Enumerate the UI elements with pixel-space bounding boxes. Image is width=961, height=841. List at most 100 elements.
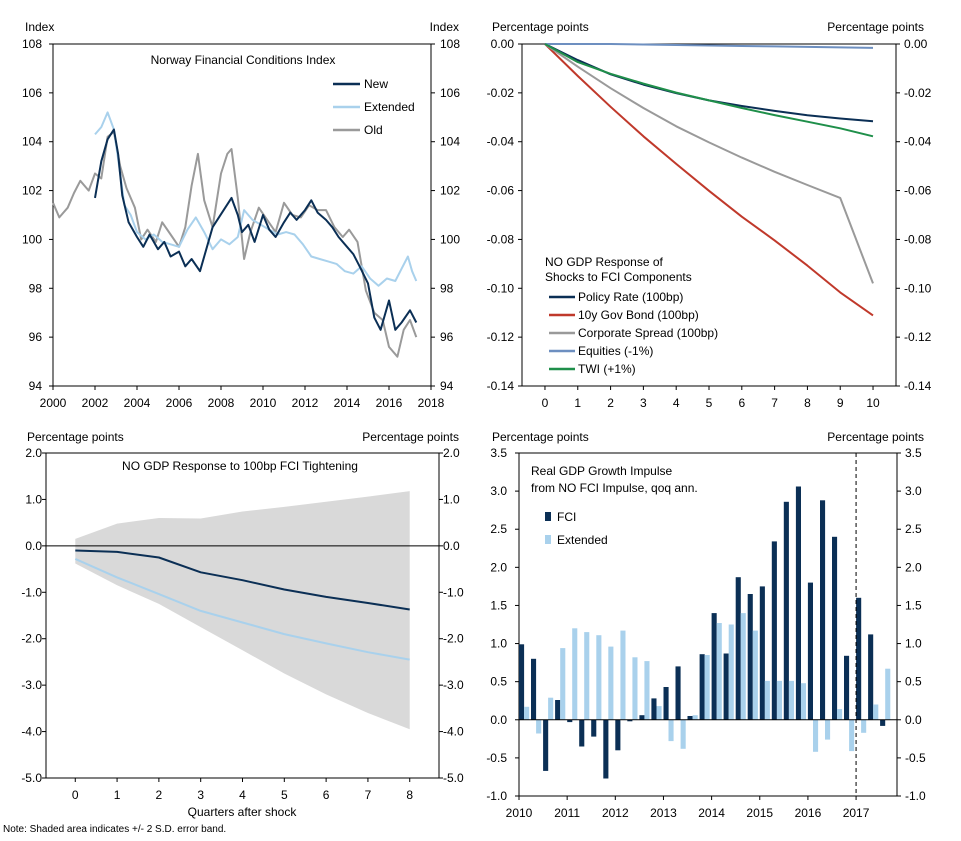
y-tick-label-right: 1.0 [443,492,460,506]
bar-fci [832,536,838,720]
y-tick-label-right: 108 [440,37,460,51]
right-axis-label: Percentage points [827,20,924,34]
panel-growth-impulse: Percentage points Percentage points 2010… [486,430,926,820]
series-line-twi-1 [544,43,874,138]
y-tick-label-right: 96 [440,330,454,344]
x-tick-label: 2016 [795,806,822,820]
bar-fci [675,666,681,720]
bar-fci [603,719,609,779]
bar-fci [555,700,561,720]
y-tick-label-left: 100 [22,232,42,246]
bar-extended [572,628,578,720]
bar-fci [579,719,585,747]
bar-extended [536,719,542,734]
tick-labels: 0 1 2 3 4 5 6 7 8 9 10 0.00 0.00 -0.02 -0.02 -0.04 -0.04… [487,37,932,410]
y-tick-label-left: 1.0 [25,492,42,506]
legend-label-policy-rate: Policy Rate (100bp) [578,290,683,304]
tick-labels: 2000 2002 2004 2006 2008 2010 2012 2014 2016 2018… [22,37,460,410]
right-axis-label: Percentage points [362,430,459,444]
x-tick-label: 2008 [208,396,235,410]
bar-fci [651,698,657,720]
y-tick-label-right: 102 [440,184,460,198]
right-axis-label: Percentage points [827,430,924,444]
series-line-equities-1 [545,43,874,49]
x-tick-label: 2004 [124,396,151,410]
x-tick-label: 2015 [746,806,773,820]
legend-label-10y-gov-bond: 10y Gov Bond (100bp) [578,308,699,322]
y-tick-label-right: -4.0 [443,725,464,739]
y-tick-label-left: 106 [22,86,42,100]
series-lines [46,491,439,730]
y-tick-label-left: -0.02 [487,86,515,100]
x-tick-label: 2014 [698,806,725,820]
x-tick-label: 1 [114,788,121,802]
y-tick-label-right: -0.12 [904,330,932,344]
legend: New Extended Old [333,77,415,137]
y-tick-label-right: 104 [440,135,460,149]
bar-extended [813,719,819,752]
y-tick-label-right: 2.5 [905,522,922,536]
bar-fci [723,653,729,720]
bar-extended [692,715,698,720]
bar-fci [807,582,813,720]
y-tick-label-left: -5.0 [21,771,42,785]
bar-extended [740,613,746,720]
legend-label-corporate-spread: Corporate Spread (100bp) [578,326,718,340]
x-tick-label: 6 [738,396,745,410]
x-tick-label: 2006 [166,396,193,410]
y-tick-label-left: 94 [29,379,43,393]
x-axis-label: Quarters after shock [188,805,298,819]
left-axis-label: Percentage points [492,20,589,34]
x-tick-label: 7 [771,396,778,410]
plot-frame [518,452,898,797]
bar-fci [771,541,777,720]
bar-extended [764,680,770,720]
x-tick-label: 3 [197,788,204,802]
y-tick-label-left: 104 [22,135,42,149]
bar-extended [704,655,710,720]
bar-extended [825,719,831,740]
bar-extended [644,661,650,720]
y-tick-label-right: 3.5 [905,446,922,460]
y-tick-label-right: 94 [440,379,454,393]
bar-extended [596,635,602,720]
bar-fci [663,687,669,720]
legend-label-extended: Extended [364,100,415,114]
y-tick-label-left: -1.0 [21,585,42,599]
bar-fci [820,500,826,720]
y-tick-label-right: 106 [440,86,460,100]
bar-fci [783,501,789,720]
x-tick-label: 2014 [334,396,361,410]
bar-fci [844,655,850,720]
chart-title: NO GDP Response to 100bp FCI Tightening [122,459,358,473]
legend-label-equities: Equities (-1%) [578,344,653,358]
series-line-10y-gov-bond-100bp [544,43,874,317]
y-tick-label-left: -0.06 [487,184,515,198]
legend-label-new: New [364,77,388,91]
x-tick-label: 2017 [843,806,870,820]
bar-fci [711,613,717,720]
bar-extended [752,630,758,720]
y-tick-label-left: 96 [29,330,43,344]
series-line-extended [94,111,418,287]
bar-fci [880,719,886,726]
y-tick-label-right: 0.00 [904,37,928,51]
bar-extended [524,706,530,720]
legend-label-old: Old [364,123,383,137]
y-tick-label-right: 1.5 [905,598,922,612]
y-tick-label-left: 108 [22,37,42,51]
y-tick-label-right: -0.10 [904,281,932,295]
bar-fci [591,719,597,737]
y-tick-label-right: 98 [440,281,454,295]
bar-extended [861,719,867,733]
y-tick-label-left: 1.0 [490,637,507,651]
x-tick-label: 2000 [40,396,67,410]
bar-fci [543,719,549,771]
y-tick-label-left: 0.5 [490,675,507,689]
tick-labels: 2010 2011 2012 2013 2014 2015 2016 2017 3.5 3.5 3.… [486,446,926,820]
x-tick-label: 3 [640,396,647,410]
bar-extended [776,680,782,720]
left-axis-label: Index [25,20,54,34]
x-tick-label: 2010 [250,396,277,410]
panel-fci-components: Percentage points Percentage points 0 1 2 3… [487,20,932,410]
